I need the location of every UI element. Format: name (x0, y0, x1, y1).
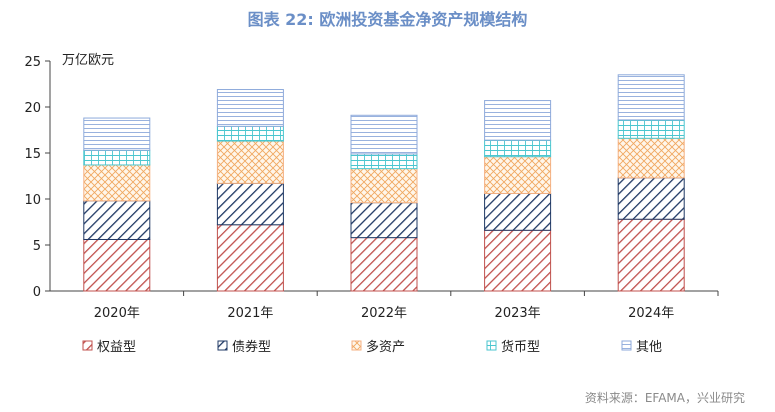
bar-segment (484, 100, 552, 141)
bar-segment (617, 137, 685, 179)
bar-segment (350, 237, 418, 292)
legend-label: 债券型 (232, 339, 271, 355)
bar-segment (216, 89, 284, 127)
source-note: 资料来源：EFAMA，兴业研究 (584, 391, 745, 405)
x-tick-label: 2020年 (94, 306, 140, 321)
legend-item: 债券型 (217, 339, 271, 355)
legend-swatch (217, 340, 228, 351)
x-tick-label: 2023年 (495, 306, 541, 321)
legend-label: 其他 (636, 340, 662, 355)
legend-label: 货币型 (501, 339, 540, 355)
bar-segment (83, 164, 151, 202)
bar-segment (350, 168, 418, 204)
y-tick-label: 25 (24, 55, 41, 70)
chart-title: 图表 22: 欧洲投资基金净资产规模结构 (247, 10, 528, 29)
bar-segment (484, 229, 552, 292)
bar-segment (617, 74, 685, 121)
bar-segment (484, 192, 552, 231)
bar-segment (83, 200, 151, 240)
y-tick-label: 20 (24, 101, 41, 116)
x-tick-label: 2022年 (361, 306, 407, 321)
bar-segment (617, 177, 685, 220)
bar-segment (350, 153, 418, 170)
legend-swatch (351, 340, 362, 351)
bar-segment (83, 238, 151, 292)
bar-segment (83, 117, 151, 151)
bar-segment (216, 125, 284, 142)
legend-item: 权益型 (82, 339, 136, 355)
legend-label: 多资产 (366, 339, 405, 355)
bar-segment (216, 140, 284, 184)
bar-segment (617, 119, 685, 139)
bar-segment (216, 224, 284, 292)
x-tick-label: 2021年 (227, 306, 273, 321)
legend-swatch (82, 340, 93, 351)
bar-segment (350, 202, 418, 239)
legend-label: 权益型 (97, 339, 136, 355)
y-tick-label: 0 (33, 285, 41, 300)
y-tick-label: 5 (33, 239, 41, 254)
y-tick-label: 15 (24, 147, 41, 162)
y-unit-label: 万亿欧元 (62, 53, 114, 68)
bar-segment (484, 139, 552, 158)
bar-segment (484, 156, 552, 194)
legend-swatch (486, 340, 497, 351)
legend-item: 其他 (621, 340, 662, 355)
x-tick-label: 2024年 (628, 306, 674, 321)
bar-segment (216, 182, 284, 226)
bar-segment (350, 114, 418, 155)
y-tick-label: 10 (24, 193, 41, 208)
legend-item: 多资产 (351, 339, 405, 355)
bar-segment (83, 149, 151, 166)
legend-swatch (621, 340, 632, 351)
bar-segment (617, 218, 685, 292)
legend-item: 货币型 (486, 339, 540, 355)
